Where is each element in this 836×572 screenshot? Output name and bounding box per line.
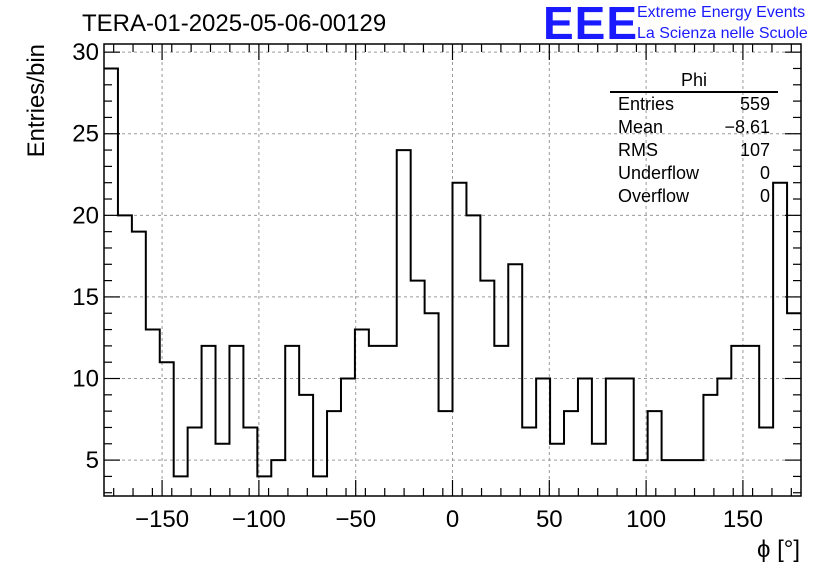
stats-value: 107 <box>739 140 770 160</box>
stats-label: Mean <box>618 117 664 137</box>
stats-label: RMS <box>618 140 658 160</box>
y-tick-label: 15 <box>72 284 99 311</box>
y-tick-label: 25 <box>72 121 99 148</box>
x-tick-label: 50 <box>536 506 563 533</box>
stats-label: Overflow <box>618 186 690 206</box>
stats-value: 559 <box>739 94 770 114</box>
stats-row: Mean −8.61 <box>610 116 778 139</box>
stats-row: Underflow 0 <box>610 162 778 185</box>
x-tick-label: 100 <box>626 506 666 533</box>
y-tick-label: 10 <box>72 366 99 393</box>
x-axis-label: ϕ [°] <box>757 536 800 563</box>
stats-label: Underflow <box>618 163 700 183</box>
x-tick-label: −50 <box>335 506 376 533</box>
eee-logo: EEE <box>543 0 639 49</box>
stats-value: 0 <box>759 186 770 206</box>
x-tick-label: −100 <box>232 506 286 533</box>
stats-row: Overflow 0 <box>610 185 778 208</box>
histogram-step-line <box>104 67 801 478</box>
x-axis-ticks <box>113 44 792 496</box>
stats-value: 0 <box>759 163 770 183</box>
x-axis-tick-labels: −150 −100 −50 0 50 100 150 <box>135 506 763 533</box>
x-tick-label: 150 <box>723 506 763 533</box>
chart-title: TERA-01-2025-05-06-00129 <box>82 10 387 37</box>
logo-line-2: La Scienza nelle Scuole <box>637 25 808 42</box>
stats-row: RMS 107 <box>610 139 778 162</box>
x-tick-label: −150 <box>135 506 189 533</box>
y-axis-label: Entries/bin <box>23 44 50 157</box>
y-axis-tick-labels: 5 10 15 20 25 30 <box>72 39 99 474</box>
y-tick-label: 5 <box>86 447 99 474</box>
stats-label: Entries <box>618 94 675 114</box>
stats-value: −8.61 <box>724 117 770 137</box>
y-axis-ticks <box>104 51 801 494</box>
y-tick-label: 20 <box>72 202 99 229</box>
stats-title: Phi <box>610 70 778 93</box>
y-tick-label: 30 <box>72 39 99 66</box>
stats-row: Entries 559 <box>610 93 778 116</box>
logo-line-1: Extreme Energy Events <box>637 4 806 21</box>
x-tick-label: 0 <box>446 506 459 533</box>
stats-box: Phi Entries 559 Mean −8.61 RMS 107 Under… <box>610 70 778 208</box>
